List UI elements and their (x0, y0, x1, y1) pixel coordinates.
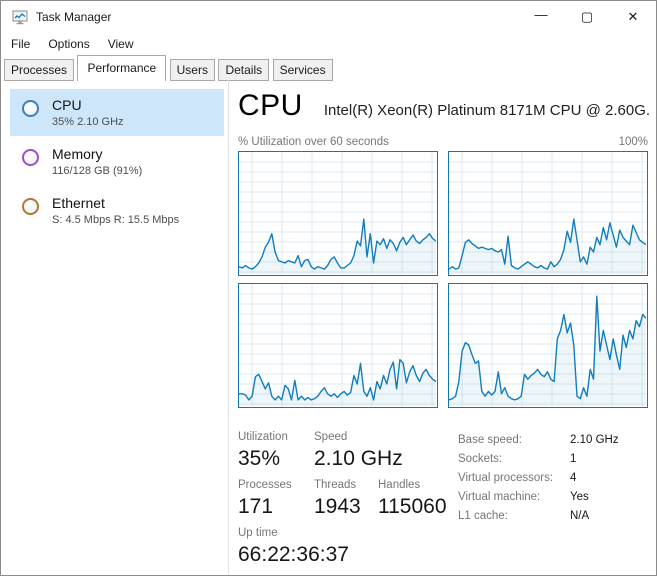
sidebar-item-title: CPU (52, 97, 82, 113)
menu-options[interactable]: Options (48, 36, 90, 51)
minimize-button[interactable]: — (518, 1, 564, 32)
stat-value: 1943 (314, 495, 361, 518)
sidebar-item-ethernet[interactable]: Ethernet S: 4.5 Mbps R: 15.5 Mbps (10, 187, 224, 234)
sidebar-item-detail: 35% 2.10 GHz (52, 116, 124, 128)
tab-processes[interactable]: Processes (4, 59, 75, 81)
stats-row-1: Utilization 35% Speed 2.10 GHz (238, 431, 458, 471)
stat-value: 115060 (378, 495, 447, 518)
graph-axis-label: % Utilization over 60 seconds (238, 136, 389, 148)
cpu-header: CPU Intel(R) Xeon(R) Platinum 8171M CPU … (238, 89, 649, 125)
cpu-core0-graph[interactable] (238, 151, 438, 276)
memory-mini-graph-icon (22, 149, 39, 166)
sidebar-item-text: Ethernet S: 4.5 Mbps R: 15.5 Mbps (52, 195, 179, 226)
tab-performance[interactable]: Performance (77, 55, 167, 81)
sidebar-item-cpu[interactable]: CPU 35% 2.10 GHz (10, 89, 224, 136)
sidebar-item-text: Memory 116/128 GB (91%) (52, 146, 142, 177)
detail-label: Sockets: (458, 453, 503, 465)
processor-name: Intel(R) Xeon(R) Platinum 8171M CPU @ 2.… (323, 102, 649, 119)
stat-processes: Processes 171 (238, 479, 314, 519)
stat-value: 2.10 GHz (314, 447, 403, 470)
cpu-stats-primary: Utilization 35% Speed 2.10 GHz Processes… (238, 431, 458, 575)
window-title: Task Manager (36, 9, 112, 24)
stat-threads: Threads 1943 (314, 479, 378, 519)
cpu-performance-panel: CPU Intel(R) Xeon(R) Platinum 8171M CPU … (238, 89, 649, 575)
cpu-core2-graph[interactable] (238, 283, 438, 408)
detail-value: Yes (570, 491, 589, 503)
menu-file[interactable]: File (11, 36, 31, 51)
detail-base-speed: Base speed: 2.10 GHz (458, 434, 619, 447)
tab-details[interactable]: Details (218, 59, 270, 81)
detail-sockets: Sockets: 1 (458, 453, 619, 466)
cpu-mini-graph-icon (22, 100, 39, 117)
detail-virtual-machine: Virtual machine: Yes (458, 491, 619, 504)
stat-label: Threads (314, 479, 357, 491)
stat-value: 66:22:36:37 (238, 543, 349, 566)
page-title: CPU (238, 89, 303, 122)
maximize-icon: ▢ (580, 8, 594, 24)
graph-header: % Utilization over 60 seconds 100% (238, 136, 648, 148)
detail-label: Virtual processors: (458, 472, 554, 484)
detail-value: 4 (570, 472, 577, 484)
menu-view[interactable]: View (107, 36, 134, 51)
tab-strip: Processes Performance Users Details Serv… (1, 55, 656, 81)
ethernet-mini-graph-icon (22, 198, 39, 215)
sidebar-item-title: Ethernet (52, 195, 105, 211)
stats-row-2: Processes 171 Threads 1943 Handles 11506… (238, 479, 458, 519)
menu-bar: File Options View (1, 32, 656, 55)
stat-utilization: Utilization 35% (238, 431, 314, 471)
sidebar-item-title: Memory (52, 146, 103, 162)
cpu-core3-graph[interactable] (448, 283, 648, 408)
close-icon: ✕ (627, 8, 639, 24)
sidebar-separator (228, 80, 229, 574)
stat-label: Handles (378, 479, 421, 491)
detail-label: Virtual machine: (458, 491, 541, 503)
stat-label: Speed (314, 431, 348, 443)
stat-uptime: Up time 66:22:36:37 (238, 527, 349, 567)
sidebar-item-memory[interactable]: Memory 116/128 GB (91%) (10, 138, 224, 185)
detail-label: Base speed: (458, 434, 522, 446)
graph-max-label: 100% (618, 136, 648, 148)
detail-value: 1 (570, 453, 577, 465)
sidebar-item-detail: 116/128 GB (91%) (52, 165, 143, 177)
stat-speed: Speed 2.10 GHz (314, 431, 403, 471)
tab-users[interactable]: Users (169, 59, 215, 81)
detail-value: 2.10 GHz (570, 434, 619, 446)
tab-services[interactable]: Services (272, 59, 333, 81)
stat-label: Processes (238, 479, 292, 491)
detail-l1-cache: L1 cache: N/A (458, 510, 619, 523)
stat-handles: Handles 115060 (378, 479, 447, 519)
sidebar-item-text: CPU 35% 2.10 GHz (52, 97, 124, 128)
stats-row-3: Up time 66:22:36:37 (238, 527, 458, 567)
maximize-button[interactable]: ▢ (564, 1, 610, 32)
cpu-stats: Utilization 35% Speed 2.10 GHz Processes… (238, 431, 649, 575)
stat-label: Up time (238, 527, 278, 539)
close-button[interactable]: ✕ (610, 1, 656, 32)
detail-label: L1 cache: (458, 510, 508, 522)
sidebar-item-detail: S: 4.5 Mbps R: 15.5 Mbps (52, 214, 180, 226)
title-bar[interactable]: Task Manager — ▢ ✕ (1, 1, 656, 32)
window-controls: — ▢ ✕ (518, 1, 656, 32)
stat-value: 171 (238, 495, 274, 518)
stat-value: 35% (238, 447, 281, 470)
cpu-core1-graph[interactable] (448, 151, 648, 276)
detail-value: N/A (570, 510, 590, 522)
detail-virtual-processors: Virtual processors: 4 (458, 472, 619, 485)
stat-label: Utilization (238, 431, 288, 443)
task-manager-app-icon[interactable] (12, 9, 28, 25)
cpu-stats-secondary: Base speed: 2.10 GHz Sockets: 1 Virtual … (458, 431, 619, 575)
minimize-icon: — (534, 7, 548, 22)
logical-processor-graphs (238, 151, 648, 408)
performance-sidebar: CPU 35% 2.10 GHz Memory 116/128 GB (91%)… (10, 89, 224, 236)
